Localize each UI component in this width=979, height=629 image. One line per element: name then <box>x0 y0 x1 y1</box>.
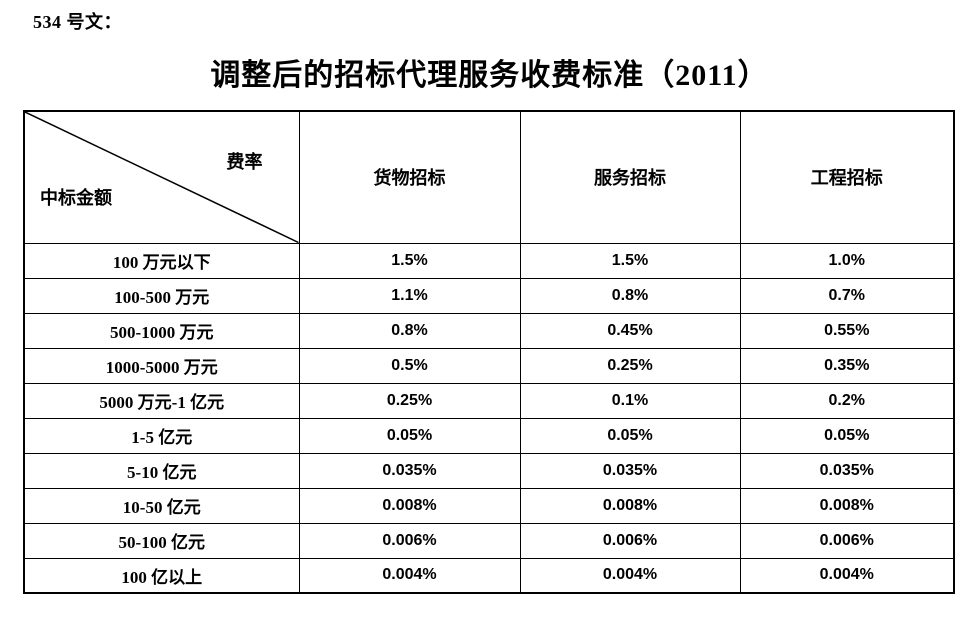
rate-cell: 0.8% <box>519 277 741 314</box>
rate-cell: 0.006% <box>298 522 521 559</box>
table-row: 50-100 亿元 0.006% 0.006% 0.006% <box>23 522 955 559</box>
rate-cell: 0.05% <box>739 417 955 454</box>
rate-cell: 0.004% <box>298 557 521 594</box>
rate-cell: 0.45% <box>519 312 741 349</box>
rate-cell: 0.008% <box>298 487 521 524</box>
fee-table: 费率 中标金额 货物招标 服务招标 工程招标 100 万元以下 1.5% 1.5% 1… <box>23 110 955 594</box>
rate-cell: 0.008% <box>739 487 955 524</box>
table-row: 100-500 万元 1.1% 0.8% 0.7% <box>23 277 955 314</box>
column-header-goods-bidding: 货物招标 <box>298 110 521 244</box>
rate-cell: 1.1% <box>298 277 521 314</box>
rate-cell: 0.035% <box>739 452 955 489</box>
rate-cell: 0.25% <box>519 347 741 384</box>
corner-label-rate: 费率 <box>226 152 263 172</box>
doc-number: 534 号文： <box>33 12 122 32</box>
rate-cell: 1.0% <box>739 242 955 279</box>
fee-table-body: 100 万元以下 1.5% 1.5% 1.0% 100-500 万元 1.1% 0.8% 0.… <box>23 242 955 594</box>
rate-cell: 1.5% <box>519 242 741 279</box>
corner-label-amount: 中标金额 <box>40 188 112 208</box>
rate-cell: 0.035% <box>519 452 741 489</box>
table-row: 5000 万元-1 亿元 0.25% 0.1% 0.2% <box>23 382 955 419</box>
rate-cell: 0.004% <box>739 557 955 594</box>
diagonal-line <box>25 112 299 243</box>
header-row: 费率 中标金额 货物招标 服务招标 工程招标 <box>23 110 955 244</box>
rate-cell: 0.25% <box>298 382 521 419</box>
rate-cell: 0.006% <box>739 522 955 559</box>
column-header-service-bidding: 服务招标 <box>519 110 741 244</box>
row-label-amount-tier: 100-500 万元 <box>23 277 300 314</box>
rate-cell: 0.008% <box>519 487 741 524</box>
row-label-amount-tier: 100 亿以上 <box>23 557 300 594</box>
row-label-amount-tier: 50-100 亿元 <box>23 522 300 559</box>
corner-header-cell: 费率 中标金额 <box>23 110 300 244</box>
row-label-amount-tier: 10-50 亿元 <box>23 487 300 524</box>
table-row: 100 亿以上 0.004% 0.004% 0.004% <box>23 557 955 594</box>
table-row: 1000-5000 万元 0.5% 0.25% 0.35% <box>23 347 955 384</box>
rate-cell: 0.05% <box>519 417 741 454</box>
rate-cell: 0.5% <box>298 347 521 384</box>
row-label-amount-tier: 5-10 亿元 <box>23 452 300 489</box>
table-row: 100 万元以下 1.5% 1.5% 1.0% <box>23 242 955 279</box>
rate-cell: 0.8% <box>298 312 521 349</box>
table-row: 500-1000 万元 0.8% 0.45% 0.55% <box>23 312 955 349</box>
rate-cell: 0.35% <box>739 347 955 384</box>
table-row: 5-10 亿元 0.035% 0.035% 0.035% <box>23 452 955 489</box>
table-row: 10-50 亿元 0.008% 0.008% 0.008% <box>23 487 955 524</box>
rate-cell: 0.006% <box>519 522 741 559</box>
column-header-engineering-bidding: 工程招标 <box>739 110 955 244</box>
rate-cell: 0.55% <box>739 312 955 349</box>
row-label-amount-tier: 1000-5000 万元 <box>23 347 300 384</box>
page-title: 调整后的招标代理服务收费标准（2011） <box>210 59 769 92</box>
row-label-amount-tier: 5000 万元-1 亿元 <box>23 382 300 419</box>
rate-cell: 0.05% <box>298 417 521 454</box>
row-label-amount-tier: 500-1000 万元 <box>23 312 300 349</box>
row-label-amount-tier: 1-5 亿元 <box>23 417 300 454</box>
rate-cell: 0.035% <box>298 452 521 489</box>
rate-cell: 0.2% <box>739 382 955 419</box>
rate-cell: 0.004% <box>519 557 741 594</box>
table-row: 1-5 亿元 0.05% 0.05% 0.05% <box>23 417 955 454</box>
rate-cell: 1.5% <box>298 242 521 279</box>
row-label-amount-tier: 100 万元以下 <box>23 242 300 279</box>
rate-cell: 0.1% <box>519 382 741 419</box>
rate-cell: 0.7% <box>739 277 955 314</box>
